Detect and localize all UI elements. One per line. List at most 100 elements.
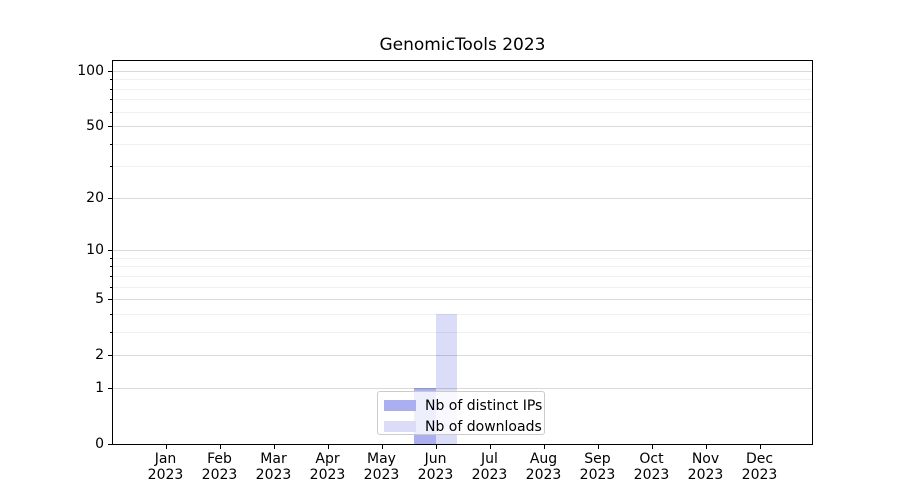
x-tick-month: Jan bbox=[154, 451, 177, 467]
y-minor-tick-7 bbox=[110, 275, 112, 277]
x-tick-label-mar: Mar 2023 bbox=[242, 451, 306, 483]
x-tick-month: Nov bbox=[691, 451, 720, 467]
x-tick-mar bbox=[273, 445, 275, 449]
y-tick-20 bbox=[108, 197, 112, 199]
legend: Nb of distinct IPs Nb of downloads bbox=[377, 391, 545, 435]
x-tick-year: 2023 bbox=[471, 467, 508, 483]
gridline-minor-70 bbox=[113, 99, 812, 101]
y-minor-tick-70 bbox=[110, 99, 112, 101]
x-tick-month: May bbox=[367, 451, 396, 467]
y-minor-tick-90 bbox=[110, 79, 112, 81]
x-tick-label-jan: Jan 2023 bbox=[134, 451, 198, 483]
x-tick-year: 2023 bbox=[201, 467, 238, 483]
gridline-minor-4 bbox=[113, 313, 812, 315]
x-tick-label-feb: Feb 2023 bbox=[188, 451, 252, 483]
gridline-major-2 bbox=[113, 355, 812, 357]
x-tick-month: Jul bbox=[481, 451, 498, 467]
y-minor-tick-80 bbox=[110, 88, 112, 90]
chart-title: GenomicTools 2023 bbox=[379, 35, 546, 55]
x-tick-month: Mar bbox=[260, 451, 287, 467]
y-minor-tick-60 bbox=[110, 111, 112, 113]
gridline-major-50 bbox=[113, 126, 812, 128]
legend-label-downloads: Nb of downloads bbox=[425, 418, 542, 435]
grid-layer bbox=[113, 61, 812, 444]
gridline-minor-80 bbox=[113, 88, 812, 90]
gridline-major-20 bbox=[113, 197, 812, 199]
x-tick-sep bbox=[597, 445, 599, 449]
x-tick-month: Jun bbox=[424, 451, 447, 467]
y-tick-5 bbox=[108, 299, 112, 301]
x-tick-jan bbox=[165, 445, 167, 449]
x-tick-month: Sep bbox=[584, 451, 611, 467]
y-minor-tick-6 bbox=[110, 286, 112, 288]
y-minor-tick-4 bbox=[110, 313, 112, 315]
x-tick-year: 2023 bbox=[525, 467, 562, 483]
x-tick-month: Apr bbox=[315, 451, 340, 467]
x-tick-label-aug: Aug 2023 bbox=[512, 451, 576, 483]
x-tick-label-jun: Jun 2023 bbox=[404, 451, 468, 483]
legend-entry-downloads: Nb of downloads bbox=[384, 418, 542, 435]
x-tick-feb bbox=[219, 445, 221, 449]
x-tick-month: Dec bbox=[745, 451, 774, 467]
x-tick-year: 2023 bbox=[147, 467, 184, 483]
legend-swatch-distinct-ips bbox=[384, 400, 416, 411]
y-tick-50 bbox=[108, 126, 112, 128]
x-tick-label-nov: Nov 2023 bbox=[674, 451, 738, 483]
y-tick-label-100: 100 bbox=[77, 63, 104, 79]
gridline-minor-3 bbox=[113, 331, 812, 333]
legend-label-distinct-ips: Nb of distinct IPs bbox=[425, 397, 543, 414]
y-tick-100 bbox=[108, 71, 112, 72]
x-tick-label-sep: Sep 2023 bbox=[566, 451, 630, 483]
x-tick-jun bbox=[435, 445, 437, 449]
x-tick-year: 2023 bbox=[309, 467, 346, 483]
x-tick-year: 2023 bbox=[255, 467, 292, 483]
plot-area bbox=[112, 60, 813, 445]
x-tick-label-jul: Jul 2023 bbox=[458, 451, 522, 483]
x-tick-oct bbox=[651, 445, 653, 449]
x-tick-label-apr: Apr 2023 bbox=[296, 451, 360, 483]
legend-entry-distinct-ips: Nb of distinct IPs bbox=[384, 397, 542, 414]
x-tick-dec bbox=[759, 445, 761, 449]
gridline-minor-8 bbox=[113, 266, 812, 268]
gridline-minor-6 bbox=[113, 286, 812, 288]
x-tick-year: 2023 bbox=[363, 467, 400, 483]
y-tick-label-5: 5 bbox=[95, 291, 104, 308]
gridline-major-10 bbox=[113, 250, 812, 252]
y-minor-tick-8 bbox=[110, 266, 112, 268]
legend-swatch-downloads bbox=[384, 421, 416, 432]
x-tick-jul bbox=[489, 445, 491, 449]
x-tick-month: Oct bbox=[639, 451, 664, 467]
y-minor-tick-40 bbox=[110, 143, 112, 145]
x-tick-may bbox=[381, 445, 383, 449]
y-tick-0 bbox=[108, 444, 112, 445]
x-tick-aug bbox=[543, 445, 545, 449]
y-tick-label-50: 50 bbox=[86, 118, 104, 135]
y-tick-1 bbox=[108, 387, 112, 389]
x-tick-month: Aug bbox=[529, 451, 558, 467]
x-tick-label-dec: Dec 2023 bbox=[728, 451, 792, 483]
gridline-minor-60 bbox=[113, 111, 812, 113]
x-tick-year: 2023 bbox=[579, 467, 616, 483]
y-minor-tick-30 bbox=[110, 166, 112, 168]
y-tick-2 bbox=[108, 355, 112, 357]
y-tick-label-20: 20 bbox=[86, 189, 104, 206]
x-tick-label-oct: Oct 2023 bbox=[620, 451, 684, 483]
y-tick-label-0: 0 bbox=[95, 436, 104, 452]
x-tick-label-may: May 2023 bbox=[350, 451, 414, 483]
gridline-minor-9 bbox=[113, 257, 812, 259]
x-tick-year: 2023 bbox=[741, 467, 778, 483]
y-minor-tick-9 bbox=[110, 257, 112, 259]
gridline-major-1 bbox=[113, 387, 812, 389]
x-tick-month: Feb bbox=[207, 451, 232, 467]
y-minor-tick-3 bbox=[110, 331, 112, 333]
gridline-minor-40 bbox=[113, 143, 812, 145]
x-tick-apr bbox=[327, 445, 329, 449]
y-tick-label-1: 1 bbox=[95, 379, 104, 396]
y-tick-10 bbox=[108, 250, 112, 252]
x-tick-year: 2023 bbox=[633, 467, 670, 483]
x-tick-year: 2023 bbox=[687, 467, 724, 483]
x-tick-year: 2023 bbox=[417, 467, 454, 483]
gridline-major-5 bbox=[113, 299, 812, 301]
gridline-major-100 bbox=[113, 71, 812, 72]
